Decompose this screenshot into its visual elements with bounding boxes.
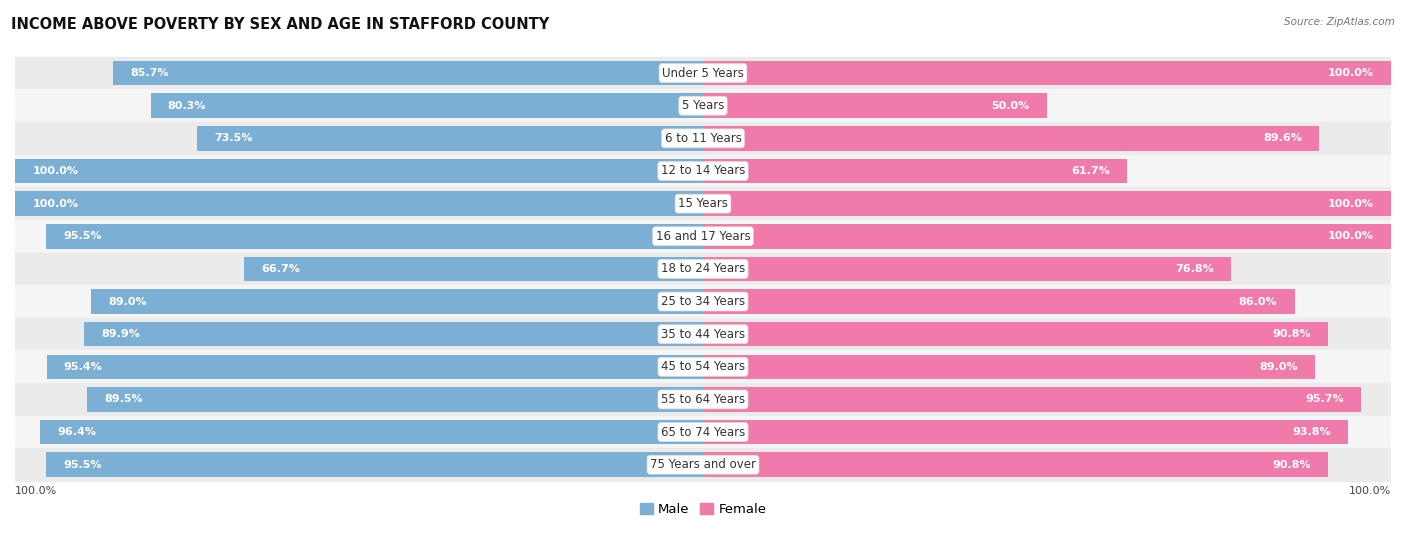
Text: 16 and 17 Years: 16 and 17 Years [655,230,751,243]
Text: Under 5 Years: Under 5 Years [662,66,744,80]
Text: 45 to 54 Years: 45 to 54 Years [661,360,745,373]
Bar [703,126,1319,151]
Text: 76.8%: 76.8% [1175,264,1215,274]
Bar [15,158,703,183]
Text: 50.0%: 50.0% [991,100,1029,110]
Bar [87,387,703,412]
Text: 96.4%: 96.4% [58,427,96,437]
Bar [46,224,703,248]
Bar [15,416,1391,449]
Text: 55 to 64 Years: 55 to 64 Years [661,393,745,406]
Text: 65 to 74 Years: 65 to 74 Years [661,426,745,439]
Text: 95.7%: 95.7% [1306,395,1344,405]
Bar [15,220,1391,253]
Text: 100.0%: 100.0% [32,166,79,176]
Text: 12 to 14 Years: 12 to 14 Years [661,165,745,177]
Bar [703,322,1327,347]
Text: 5 Years: 5 Years [682,99,724,112]
Text: 61.7%: 61.7% [1071,166,1111,176]
Text: INCOME ABOVE POVERTY BY SEX AND AGE IN STAFFORD COUNTY: INCOME ABOVE POVERTY BY SEX AND AGE IN S… [11,17,550,32]
Bar [703,158,1128,183]
Bar [15,122,1391,155]
Bar [703,453,1327,477]
Text: 25 to 34 Years: 25 to 34 Years [661,295,745,308]
Bar [15,57,1391,89]
Bar [703,224,1391,248]
Bar [703,257,1232,281]
Text: 66.7%: 66.7% [262,264,299,274]
Text: 95.4%: 95.4% [63,362,103,372]
Text: 93.8%: 93.8% [1292,427,1331,437]
Text: 100.0%: 100.0% [32,199,79,209]
Bar [15,155,1391,187]
Bar [15,89,1391,122]
Text: 89.6%: 89.6% [1264,133,1302,143]
Bar [703,93,1047,118]
Bar [15,187,1391,220]
Text: 75 Years and over: 75 Years and over [650,458,756,471]
Bar [15,350,1391,383]
Text: 35 to 44 Years: 35 to 44 Years [661,328,745,341]
Bar [46,354,703,379]
Text: 100.0%: 100.0% [1327,68,1374,78]
Bar [150,93,703,118]
Text: 90.8%: 90.8% [1272,460,1310,470]
Bar [703,289,1295,314]
Bar [703,354,1316,379]
Bar [114,61,703,85]
Text: 89.0%: 89.0% [1260,362,1298,372]
Bar [197,126,703,151]
Text: Source: ZipAtlas.com: Source: ZipAtlas.com [1284,17,1395,27]
Bar [703,387,1361,412]
Bar [245,257,703,281]
Text: 80.3%: 80.3% [167,100,207,110]
Text: 18 to 24 Years: 18 to 24 Years [661,262,745,276]
Bar [46,453,703,477]
Text: 100.0%: 100.0% [1327,199,1374,209]
Text: 86.0%: 86.0% [1239,296,1278,306]
Bar [15,383,1391,416]
Legend: Male, Female: Male, Female [634,498,772,521]
Bar [84,322,703,347]
Text: 95.5%: 95.5% [63,460,101,470]
Text: 90.8%: 90.8% [1272,329,1310,339]
Bar [90,289,703,314]
Bar [15,285,1391,318]
Text: 89.0%: 89.0% [108,296,146,306]
Text: 89.9%: 89.9% [101,329,141,339]
Text: 85.7%: 85.7% [131,68,169,78]
Text: 73.5%: 73.5% [215,133,253,143]
Text: 6 to 11 Years: 6 to 11 Years [665,132,741,145]
Bar [15,318,1391,350]
Text: 100.0%: 100.0% [1327,231,1374,241]
Text: 100.0%: 100.0% [15,486,58,496]
Bar [703,61,1391,85]
Bar [15,253,1391,285]
Bar [703,420,1348,444]
Text: 95.5%: 95.5% [63,231,101,241]
Text: 15 Years: 15 Years [678,197,728,210]
Bar [703,191,1391,216]
Text: 89.5%: 89.5% [104,395,143,405]
Bar [15,191,703,216]
Bar [39,420,703,444]
Text: 100.0%: 100.0% [1348,486,1391,496]
Bar [15,449,1391,481]
